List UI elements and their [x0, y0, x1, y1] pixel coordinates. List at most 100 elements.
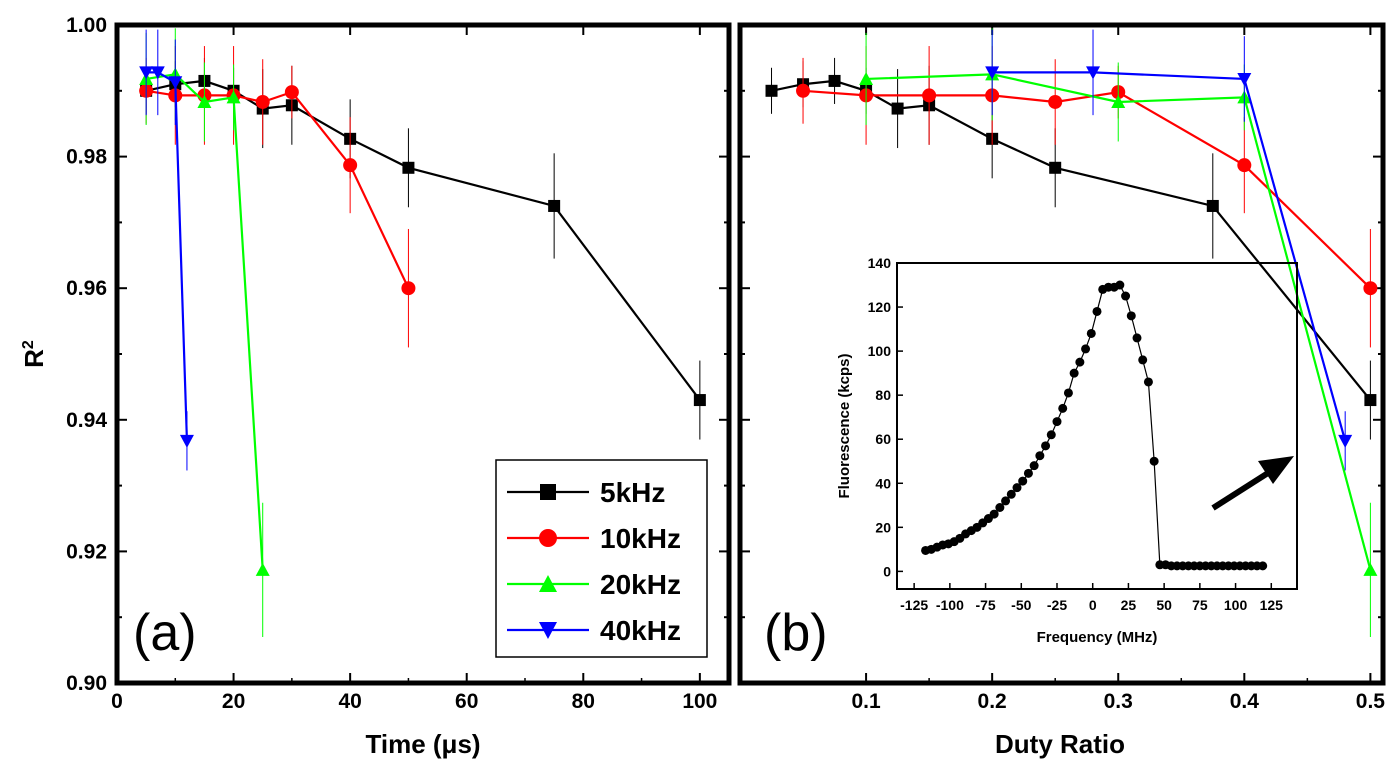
x-tick-label: 60 — [455, 690, 478, 713]
x-tick-label: 100 — [682, 690, 717, 713]
inset-point — [1075, 357, 1085, 367]
series-40kHz — [139, 29, 194, 471]
data-point — [1048, 94, 1063, 109]
x-tick-label: 20 — [222, 690, 245, 713]
inset-point — [1092, 306, 1102, 316]
inset-point — [1086, 328, 1096, 338]
series-40kHz — [985, 29, 1353, 471]
arrow-shaft — [1211, 470, 1270, 511]
inset-point — [1023, 468, 1033, 478]
inset-y-tick-label: 40 — [875, 475, 891, 491]
data-point — [284, 85, 299, 100]
panel-b-label: (b) — [764, 604, 828, 662]
legend-marker — [539, 622, 557, 639]
inset-y-tick-label: 120 — [868, 299, 892, 315]
series-line-10kHz — [145, 89, 410, 289]
data-point — [179, 434, 194, 448]
inset-y-tick-label: 20 — [875, 519, 891, 535]
data-point — [197, 94, 212, 108]
x-tick-label: 40 — [338, 690, 361, 713]
series-line-10kHz — [802, 89, 1372, 289]
inset-point — [1041, 441, 1051, 451]
inset-axes: -125 -100 -75 -50 -25 0 25 50 75 100 125 0 20 40 60 80 1… — [868, 255, 1284, 613]
series-line-5kHz — [771, 79, 1372, 401]
inset-point — [1126, 311, 1136, 321]
series-10kHz — [139, 46, 416, 348]
panel-b-axes: 0.1 0.2 0.3 0.4 0.5 — [740, 24, 1385, 713]
inset-point — [1138, 355, 1148, 365]
series-20kHz — [139, 28, 270, 637]
y-tick-label: 0.92 — [66, 540, 107, 563]
legend-marker — [539, 575, 557, 592]
x-tick-label: 0.2 — [978, 690, 1007, 713]
inset-point — [1063, 388, 1073, 398]
panel-a-ylabel-main: R — [19, 349, 49, 368]
inset-point — [1012, 483, 1022, 493]
series-line-20kHz — [866, 73, 1372, 571]
inset-y-tick-label: 0 — [883, 563, 891, 579]
x-tick-label: 80 — [572, 690, 595, 713]
panel-a-ylabel: R2 — [19, 340, 49, 368]
y-tick-label: 1.00 — [66, 14, 107, 37]
inset-x-tick-label: 0 — [1089, 597, 1097, 613]
inset-point — [1115, 280, 1125, 290]
data-point — [693, 394, 706, 407]
legend: 5kHz 10kHz 20kHz 40kHz — [495, 459, 708, 658]
inset-point — [1001, 496, 1011, 506]
series-line-20kHz — [145, 73, 264, 570]
series-line-5kHz — [145, 79, 701, 401]
inset-x-tick-label: 50 — [1156, 597, 1172, 613]
inset-point — [1006, 489, 1016, 499]
inset-x-tick-label: -75 — [975, 597, 995, 613]
y-tick-label: 0.98 — [66, 146, 107, 169]
panel-a-plot — [139, 28, 706, 637]
inset-x-tick-label: 75 — [1192, 597, 1208, 613]
inset-x-tick-label: -50 — [1011, 597, 1031, 613]
inset-point — [1121, 291, 1131, 301]
inset-y-tick-label: 140 — [868, 255, 892, 271]
data-point — [1363, 562, 1378, 576]
legend-label: 5kHz — [600, 477, 665, 508]
data-point — [343, 158, 358, 173]
inset-point — [1018, 476, 1028, 486]
x-tick-label: 0 — [111, 690, 123, 713]
panel-a: 0 20 40 60 80 100 0.90 0.92 0.94 0.96 0.98 1.00 (a)… — [19, 14, 732, 759]
inset-y-tick-label: 100 — [868, 343, 892, 359]
legend-label: 40kHz — [600, 615, 681, 646]
x-tick-label: 0.4 — [1230, 690, 1260, 713]
x-tick-label: 0.1 — [851, 690, 881, 713]
data-point — [1086, 66, 1101, 80]
panel-b-xlabel: Duty Ratio — [995, 729, 1125, 759]
legend-label: 20kHz — [600, 569, 681, 600]
inset-point — [1058, 403, 1068, 413]
inset-point — [989, 509, 999, 519]
y-tick-label: 0.94 — [66, 409, 107, 432]
inset-chart: -125 -100 -75 -50 -25 0 25 50 75 100 125 0 20 40 60 80 1… — [836, 255, 1298, 646]
series-line-40kHz — [992, 71, 1347, 442]
data-point — [255, 94, 270, 109]
inset-point — [1081, 344, 1091, 354]
legend-items: 5kHz 10kHz 20kHz 40kHz — [507, 477, 681, 646]
data-point — [1049, 161, 1062, 174]
legend-marker — [540, 484, 556, 500]
y-tick-label: 0.96 — [66, 277, 107, 300]
panel-b: 0.1 0.2 0.3 0.4 0.5 (b) Duty Ratio -125 -100-… — [737, 22, 1386, 759]
inset-ylabel: Fluorescence (kcps) — [836, 353, 853, 498]
inset-point — [1069, 368, 1079, 378]
data-point — [548, 199, 561, 212]
panel-a-axes: 0 20 40 60 80 100 0.90 0.92 0.94 0.96 0.98 1.00 — [66, 14, 729, 713]
data-point — [150, 66, 165, 80]
panel-a-label: (a) — [133, 604, 197, 662]
data-point — [401, 281, 416, 296]
inset-x-tick-label: -100 — [936, 597, 964, 613]
data-point — [1237, 72, 1252, 86]
data-point — [402, 161, 415, 174]
inset-point — [1149, 456, 1159, 466]
inset-plot — [921, 280, 1268, 571]
data-point — [891, 102, 904, 115]
inset-x-tick-label: -25 — [1047, 597, 1067, 613]
data-point — [1363, 281, 1378, 296]
data-point — [1237, 158, 1252, 173]
inset-point — [1052, 417, 1062, 427]
series-5kHz — [140, 57, 706, 440]
